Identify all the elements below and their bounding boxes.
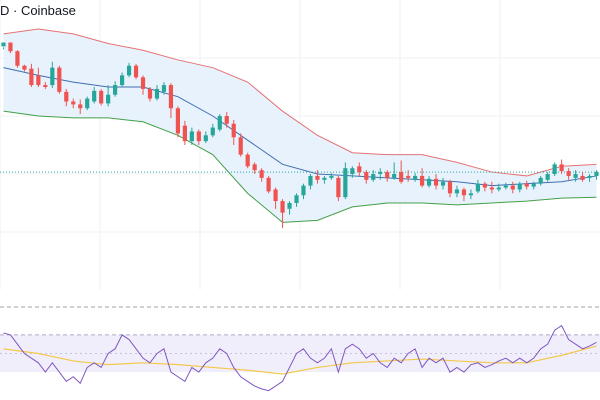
- candle-body: [126, 65, 132, 76]
- candle-body: [57, 67, 62, 92]
- candle-body: [580, 175, 585, 180]
- candle-body: [273, 189, 278, 202]
- candle-body: [357, 166, 362, 173]
- candle-body: [196, 131, 201, 142]
- candle-body: [538, 177, 543, 184]
- candle-body: [482, 183, 487, 188]
- candle-body: [182, 125, 187, 142]
- bollinger-basis-line: [3, 67, 597, 187]
- candle-body: [140, 77, 146, 89]
- candle-body: [154, 88, 160, 99]
- candle-body: [266, 177, 271, 192]
- candle-body: [161, 85, 167, 92]
- bollinger-lower-line: [3, 110, 597, 223]
- candle-body: [510, 185, 515, 190]
- candle-body: [426, 178, 432, 186]
- candle-body: [8, 42, 13, 52]
- candle-body: [85, 98, 90, 109]
- candle-body: [552, 164, 557, 174]
- candle-body: [15, 51, 20, 66]
- candle-body: [440, 181, 446, 186]
- candle-body: [287, 203, 292, 209]
- candle-body: [566, 171, 571, 176]
- candle-body: [531, 183, 536, 187]
- chart-title: D · Coinbase: [0, 3, 76, 18]
- candle-body: [120, 75, 125, 86]
- candle-body: [364, 172, 369, 180]
- candle-body: [385, 172, 390, 178]
- candle-body: [329, 175, 334, 178]
- candle-body: [406, 175, 411, 178]
- candle-body: [224, 116, 229, 124]
- candle-body: [64, 91, 69, 102]
- candle-body: [489, 187, 494, 190]
- candle-body: [587, 175, 592, 178]
- candle-body: [392, 174, 397, 178]
- candle-body: [29, 68, 34, 86]
- candle-body: [301, 185, 306, 196]
- candle-body: [475, 183, 480, 192]
- rsi-line: [3, 324, 597, 392]
- candle-body: [147, 88, 153, 99]
- candle-body: [503, 185, 508, 188]
- candle-body: [133, 65, 139, 78]
- candle-body: [36, 75, 41, 86]
- candle-body: [308, 175, 313, 186]
- candle-body: [336, 177, 341, 198]
- candle-body: [210, 127, 215, 136]
- candle-body: [92, 90, 97, 102]
- candle-body: [524, 183, 529, 187]
- candle-body: [517, 183, 522, 190]
- candle-body: [1, 42, 6, 47]
- candle-body: [203, 135, 208, 142]
- candle-body: [294, 195, 299, 203]
- candle-body: [399, 172, 404, 182]
- candle-body: [461, 189, 467, 196]
- candle-body: [189, 131, 194, 142]
- candle-body: [259, 170, 264, 178]
- candle-body: [454, 189, 460, 194]
- candle-body: [43, 85, 48, 87]
- candle-body: [420, 175, 425, 186]
- candle-body: [238, 137, 243, 155]
- candle-body: [343, 168, 348, 198]
- candle-body: [175, 108, 180, 134]
- candle-body: [413, 175, 418, 180]
- candle-body: [71, 101, 76, 105]
- candle-body: [106, 94, 111, 104]
- candle-body: [378, 172, 383, 174]
- candle-body: [50, 67, 55, 86]
- candle-body: [168, 85, 174, 109]
- candle-body: [315, 175, 320, 180]
- candle-body: [22, 65, 27, 70]
- candle-body: [113, 85, 118, 95]
- candle-body: [245, 154, 250, 167]
- candle-body: [496, 187, 501, 190]
- candle-body: [559, 164, 564, 172]
- candle-body: [573, 174, 578, 178]
- candle-body: [545, 174, 550, 180]
- candle-body: [433, 178, 439, 186]
- candle-body: [447, 181, 453, 194]
- candle-body: [322, 177, 327, 180]
- candle-body: [371, 174, 376, 180]
- candle-body: [99, 90, 104, 104]
- candle-body: [280, 201, 285, 213]
- bollinger-upper-line: [3, 28, 597, 177]
- candle-body: [231, 123, 236, 138]
- candle-body: [350, 168, 355, 174]
- candle-body: [468, 193, 474, 196]
- bollinger-band-fill: [3, 29, 597, 223]
- candle-body: [78, 104, 83, 109]
- candle-body: [217, 116, 222, 130]
- candle-body: [252, 164, 257, 171]
- candle-body: [594, 172, 599, 176]
